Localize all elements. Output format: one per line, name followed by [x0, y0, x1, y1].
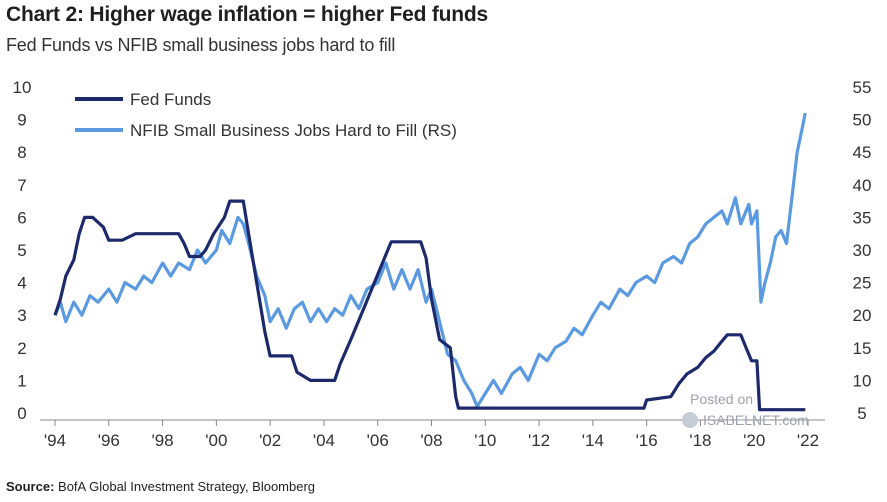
x-tick-label: '18 — [689, 431, 711, 450]
right-tick-label: 10 — [853, 371, 872, 390]
left-tick-label: 3 — [17, 306, 26, 325]
left-tick-label: 8 — [17, 143, 26, 162]
series-layer — [53, 112, 807, 412]
x-tick-label: '08 — [420, 431, 442, 450]
chart-subtitle: Fed Funds vs NFIB small business jobs ha… — [6, 35, 396, 55]
legend-label: NFIB Small Business Jobs Hard to Fill (R… — [130, 121, 457, 140]
right-tick-label: 40 — [853, 176, 872, 195]
left-tick-label: 7 — [17, 176, 26, 195]
x-tick-label: '10 — [474, 431, 496, 450]
left-tick-label: 10 — [13, 78, 32, 97]
left-tick-label: 2 — [17, 339, 26, 358]
right-tick-label: 55 — [853, 78, 872, 97]
source-label: Source: — [6, 479, 55, 494]
left-tick-label: 1 — [17, 371, 26, 390]
source-note: Source: BofA Global Investment Strategy,… — [6, 479, 315, 494]
left-tick-label: 4 — [17, 274, 26, 293]
source-text: BofA Global Investment Strategy, Bloombe… — [58, 479, 316, 494]
left-tick-label: 5 — [17, 241, 26, 260]
x-tick-label: '02 — [259, 431, 281, 450]
x-tick-label: '14 — [582, 431, 604, 450]
x-tick-label: '06 — [367, 431, 389, 450]
x-tick-label: '98 — [151, 431, 173, 450]
right-tick-label: 35 — [853, 208, 872, 227]
right-tick-label: 15 — [853, 339, 872, 358]
right-tick-label: 25 — [853, 274, 872, 293]
right-tick-label: 45 — [853, 143, 872, 162]
x-tick-label: '22 — [797, 431, 819, 450]
right-tick-label: 50 — [853, 111, 872, 130]
left-tick-label: 6 — [17, 208, 26, 227]
globe-icon — [682, 412, 698, 428]
left-axis: 0 1 2 3 4 5 6 7 8 9 10 — [13, 78, 32, 423]
left-tick-label: 9 — [17, 111, 26, 130]
x-tick-label: '00 — [205, 431, 227, 450]
left-tick-label: 0 — [17, 404, 26, 423]
x-tick-label: '12 — [528, 431, 550, 450]
watermark-line2: ISABELNET.com — [703, 412, 809, 428]
right-axis: 5 10 15 20 25 30 35 40 45 50 55 — [853, 78, 872, 423]
x-tick-label: '94 — [44, 431, 66, 450]
right-tick-label: 30 — [853, 241, 872, 260]
watermark-line1: Posted on — [690, 391, 753, 407]
x-tick-label: '96 — [98, 431, 120, 450]
legend-label: Fed Funds — [130, 90, 211, 109]
x-tick-label: '04 — [313, 431, 335, 450]
x-tick-label: '20 — [743, 431, 765, 450]
legend: Fed Funds NFIB Small Business Jobs Hard t… — [75, 90, 457, 140]
nfib-line — [53, 112, 807, 409]
watermark: Posted on ISABELNET.com — [682, 391, 809, 428]
x-axis: '94 '96 '98 '00 '02 '04 '06 '08 '10 '12 '14 '16 '18 '… — [44, 420, 819, 450]
fed-funds-line — [53, 199, 806, 412]
right-tick-label: 5 — [857, 404, 866, 423]
x-tick-label: '16 — [636, 431, 658, 450]
chart-title: Chart 2: Higher wage inflation = higher … — [6, 3, 488, 26]
right-tick-label: 20 — [853, 306, 872, 325]
